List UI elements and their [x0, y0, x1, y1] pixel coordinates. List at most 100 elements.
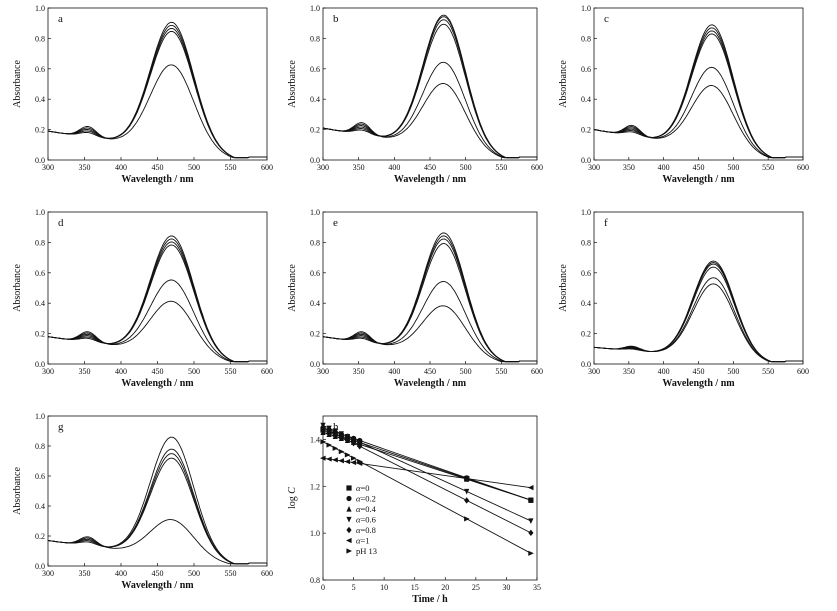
y-tick-label: 0.4 [35, 299, 45, 308]
marker-triangle-left [346, 537, 352, 544]
y-tick-label: 0.4 [310, 95, 320, 104]
spectrum-line [322, 305, 537, 363]
plot-frame [322, 7, 538, 161]
x-tick-label: 15 [411, 583, 419, 592]
marker-triangle-down [346, 516, 352, 523]
x-tick-label: 600 [531, 163, 543, 172]
marker-triangle-right [346, 548, 352, 554]
y-axis-label: Absorbance [12, 467, 23, 515]
x-axis-label: Wavelength / nm [394, 174, 467, 185]
panel-letter: c [604, 13, 609, 25]
marker-diamond [344, 436, 351, 444]
x-tick-label: 550 [762, 367, 774, 376]
x-tick-label: 550 [762, 163, 774, 172]
legend-entry: α=0.8 [356, 525, 376, 535]
y-tick-label: 1.0 [310, 208, 320, 217]
x-tick-label: 600 [261, 163, 273, 172]
x-tick-label: 500 [727, 367, 739, 376]
y-axis-label: Absorbance [287, 264, 298, 312]
marker-triangle-down [350, 436, 357, 443]
spectrum-line [322, 61, 537, 159]
x-tick-label: 600 [261, 569, 273, 578]
spectrum-line [322, 16, 537, 159]
x-tick-label: 20 [441, 583, 449, 592]
x-tick-label: 450 [152, 163, 164, 172]
x-tick-label: 350 [353, 163, 365, 172]
y-tick-label: 0.0 [35, 562, 45, 571]
x-tick-label: 400 [658, 367, 670, 376]
x-axis-label: Wavelength / nm [662, 174, 735, 185]
panel-h: 0 5 10 15 20 25 30 35 0.8 1.0 1.2 1.4 Time / h log C h… [287, 415, 541, 605]
y-tick-label: 1.0 [581, 4, 591, 13]
marker-triangle-left [350, 459, 357, 466]
x-tick-label: 500 [188, 569, 200, 578]
panel-b: 300 350 400 450 500 550 600 0.0 0.2 0.4 0.6 0.8 1.0 W… [287, 4, 543, 185]
y-tick-label: 0.2 [35, 330, 45, 339]
x-tick-label: 550 [225, 367, 237, 376]
marker-diamond [346, 526, 352, 534]
x-tick-label: 300 [317, 163, 329, 172]
spectrum-line [47, 436, 267, 565]
spectrum-line [47, 457, 267, 565]
legend-entry: pH 13 [356, 546, 377, 556]
spectrum-line [47, 300, 267, 363]
marker-triangle-right [350, 455, 357, 461]
x-axis-label: Time / h [412, 594, 448, 605]
x-tick-label: 350 [353, 367, 365, 376]
y-tick-label: 0.6 [581, 65, 591, 74]
plot-frame [47, 211, 268, 365]
x-tick-label: 550 [225, 163, 237, 172]
y-tick-label: 0.8 [310, 34, 320, 43]
y-tick-label: 0.0 [581, 156, 591, 165]
x-tick-label: 350 [79, 163, 91, 172]
marker-triangle-right [338, 449, 345, 455]
marker-triangle-left [527, 485, 534, 491]
marker-diamond [320, 424, 326, 431]
spectrum-line [47, 235, 267, 363]
x-tick-label: 35 [533, 583, 541, 592]
y-tick-label: 0.2 [581, 126, 591, 135]
panel-letter: f [604, 217, 608, 229]
marker-triangle-left [320, 455, 326, 461]
plot-frame [47, 415, 268, 567]
x-tick-label: 400 [115, 569, 127, 578]
x-tick-label: 450 [424, 367, 436, 376]
x-tick-label: 400 [658, 163, 670, 172]
x-axis-label: Wavelength / nm [121, 174, 194, 185]
x-tick-label: 25 [472, 583, 480, 592]
y-tick-label: 0.8 [310, 576, 320, 585]
panel-letter: b [333, 13, 339, 25]
marker-triangle-up [528, 497, 534, 503]
spectrum-line [593, 260, 803, 363]
legend-entry: α=0.2 [356, 494, 376, 504]
marker-diamond [350, 439, 357, 447]
x-tick-label: 500 [188, 163, 200, 172]
panel-letter: e [333, 217, 338, 229]
panel-letter: h [333, 421, 339, 433]
marker-triangle-down [344, 434, 351, 440]
y-tick-label: 1.0 [310, 4, 320, 13]
marker-triangle-right [332, 445, 339, 451]
marker-diamond [326, 427, 332, 435]
marker-triangle-right [464, 516, 470, 522]
spectrum-line [47, 64, 267, 159]
panel-letter: d [58, 217, 64, 229]
y-tick-label: 0.6 [35, 65, 45, 74]
panel-letter: g [58, 421, 64, 433]
y-tick-label: 0.8 [581, 34, 591, 43]
x-tick-label: 400 [388, 163, 400, 172]
y-tick-label: 0.2 [310, 126, 320, 135]
x-tick-label: 500 [188, 367, 200, 376]
x-tick-label: 10 [380, 583, 388, 592]
y-tick-label: 0.6 [35, 269, 45, 278]
y-tick-label: 0.0 [35, 360, 45, 369]
y-tick-label: 0.8 [35, 34, 45, 43]
y-tick-label: 0.8 [310, 238, 320, 247]
y-tick-label: 1.0 [35, 208, 45, 217]
y-tick-label: 0.0 [35, 156, 45, 165]
spectrum-line [322, 83, 537, 159]
x-tick-label: 450 [152, 569, 164, 578]
y-tick-label: 1.4 [310, 435, 320, 444]
marker-triangle-up [320, 429, 326, 435]
x-tick-label: 600 [531, 367, 543, 376]
